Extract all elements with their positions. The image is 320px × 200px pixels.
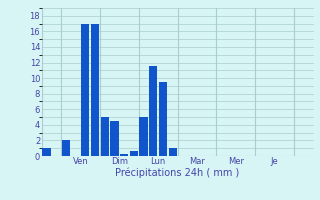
Bar	[149, 66, 157, 156]
Bar	[169, 148, 177, 156]
Bar	[159, 82, 167, 156]
Bar	[110, 121, 119, 156]
Bar	[62, 140, 70, 156]
Bar	[130, 151, 138, 156]
Bar	[100, 117, 109, 156]
Bar	[81, 24, 90, 156]
Bar	[42, 148, 51, 156]
Bar	[120, 154, 128, 156]
X-axis label: Précipitations 24h ( mm ): Précipitations 24h ( mm )	[116, 168, 240, 178]
Bar	[140, 117, 148, 156]
Bar	[91, 24, 99, 156]
